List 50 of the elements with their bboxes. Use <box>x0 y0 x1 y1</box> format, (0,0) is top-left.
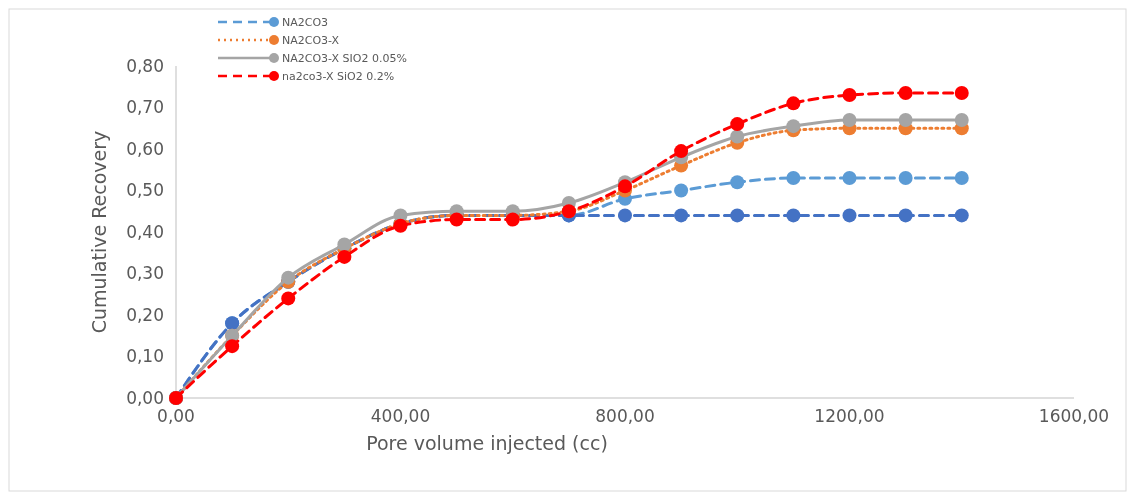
point <box>730 208 745 223</box>
point <box>674 144 689 159</box>
point <box>954 208 969 223</box>
y-tick-label: 0,30 <box>126 263 164 284</box>
point <box>225 339 240 354</box>
point <box>842 112 857 127</box>
point <box>842 88 857 103</box>
point <box>898 85 913 100</box>
point <box>954 171 969 186</box>
point <box>449 212 464 227</box>
legend-label: NA2CO3-X <box>282 33 340 47</box>
point <box>281 270 296 285</box>
y-tick-label: 0,00 <box>126 387 164 408</box>
point <box>954 112 969 127</box>
point <box>281 291 296 306</box>
legend-label: NA2CO3-X SIO2 0.05% <box>282 51 407 65</box>
point <box>786 171 801 186</box>
x-tick-label: 800,00 <box>595 406 655 426</box>
x-tick-label: 400,00 <box>370 406 431 426</box>
point <box>898 112 913 127</box>
point <box>730 175 745 190</box>
point <box>786 96 801 111</box>
point <box>786 208 801 223</box>
y-axis-title: Cumulative Recovery <box>88 130 110 334</box>
point <box>674 208 689 223</box>
point <box>898 171 913 186</box>
point <box>954 85 969 100</box>
legend-label: NA2CO3 <box>282 15 329 29</box>
x-axis-title: Pore volume injected (cc) <box>366 432 608 454</box>
point <box>786 119 801 134</box>
point <box>674 183 689 198</box>
y-tick-label: 0,20 <box>126 304 164 325</box>
point <box>618 179 632 194</box>
point <box>505 212 520 227</box>
y-tick-label: 0,10 <box>126 346 164 367</box>
point <box>730 129 745 144</box>
y-tick-label: 0,70 <box>126 97 164 118</box>
y-tick-label: 0,50 <box>126 180 164 201</box>
legend-label: na2co3-X SiO2 0.2% <box>282 69 395 83</box>
y-tick-label: 0,60 <box>126 138 164 159</box>
y-tick-label: 0,40 <box>126 221 164 242</box>
point <box>730 117 745 132</box>
y-tick-label: 0,80 <box>126 55 164 76</box>
point <box>842 208 857 223</box>
point <box>618 208 632 223</box>
point <box>842 171 857 186</box>
x-tick-label: 1200,00 <box>814 406 885 426</box>
x-tick-label: 0,00 <box>157 406 195 426</box>
point <box>898 208 913 223</box>
x-tick-label: 1600,00 <box>1038 406 1110 426</box>
